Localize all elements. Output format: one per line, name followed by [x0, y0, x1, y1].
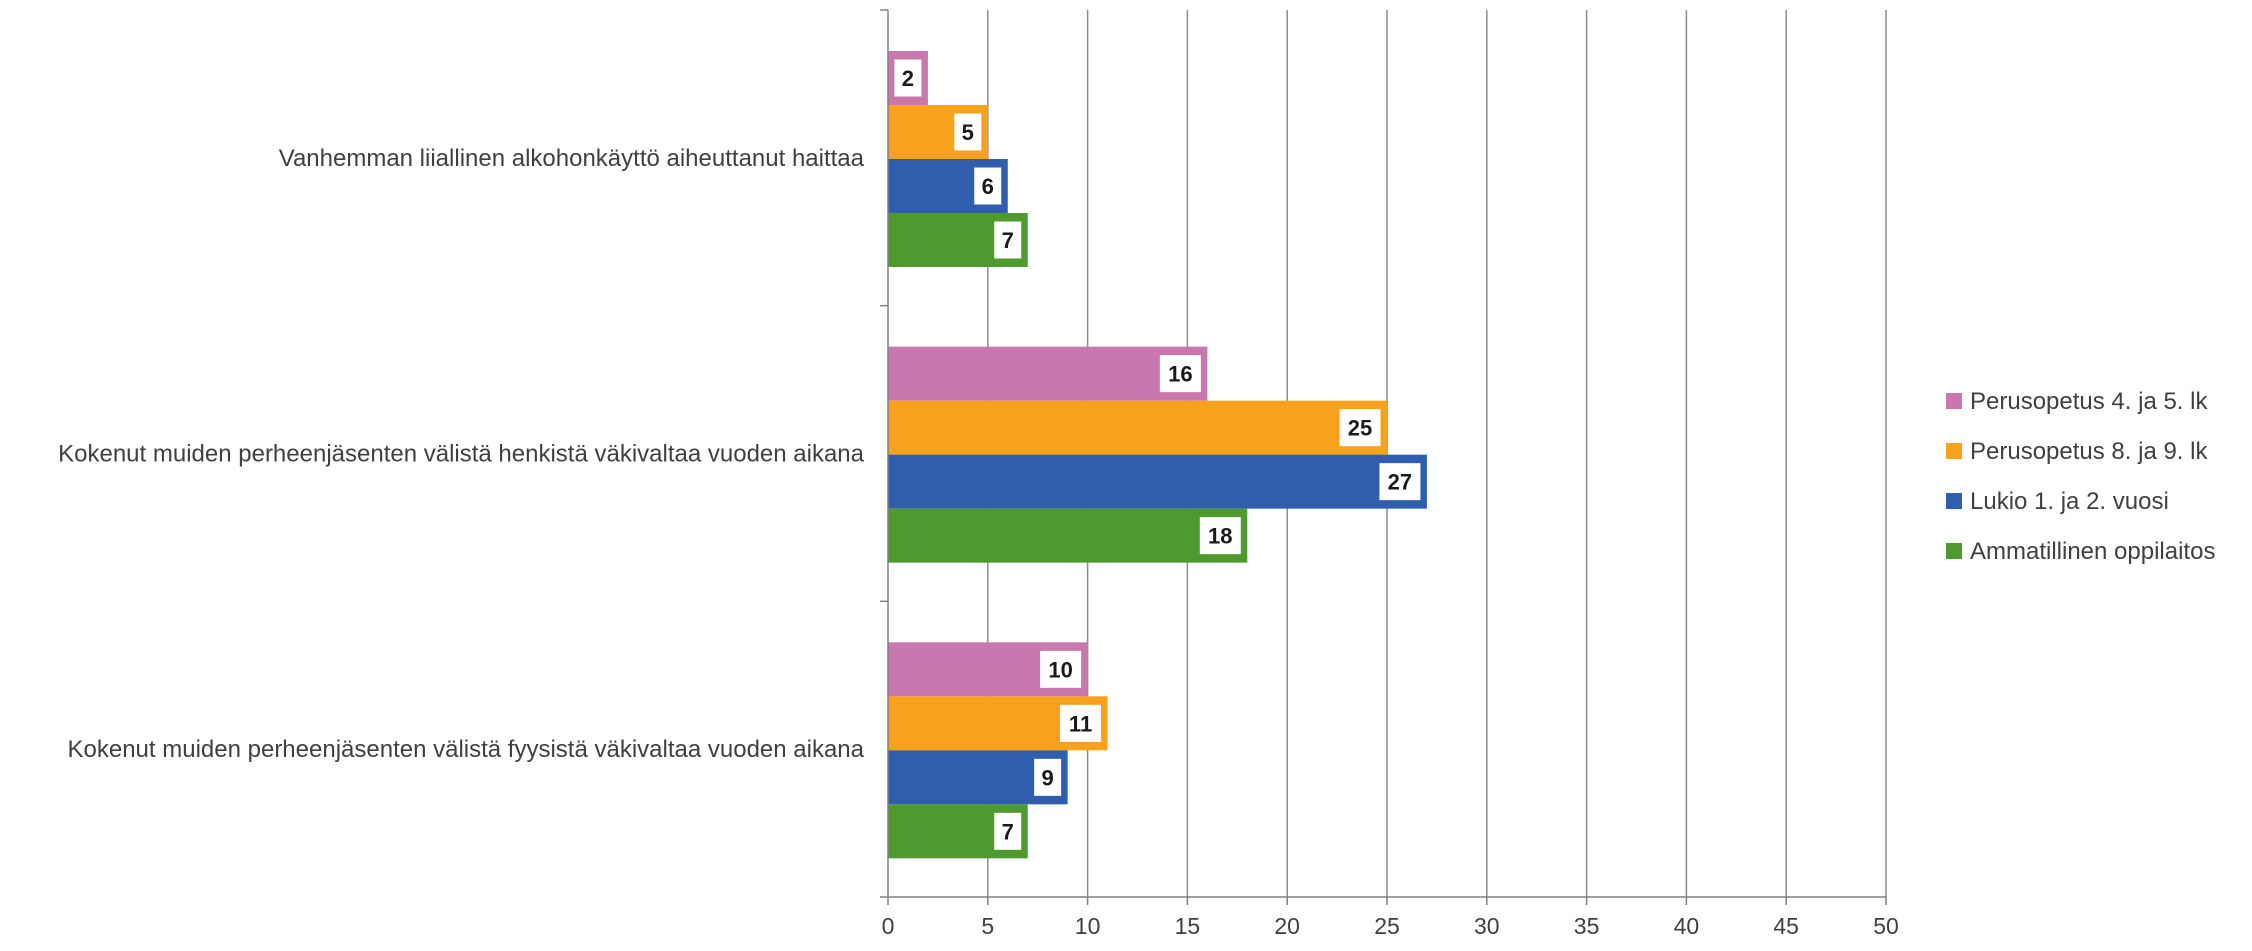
x-tick-label-50: 50	[1873, 913, 1899, 939]
x-tick-label-5: 5	[981, 913, 994, 939]
legend-swatch-ammatillinen-oppilaitos	[1946, 543, 1962, 559]
data-label-ammatillinen-oppilaitos-cat-3: 7	[1002, 819, 1014, 844]
bar-perusopetus-4-ja-5-lk-cat-2	[888, 346, 1208, 401]
x-tick-label-45: 45	[1773, 913, 1799, 939]
data-label-lukio-1-ja-2-vuosi-cat-2: 27	[1388, 470, 1412, 495]
legend-label-lukio-1-ja-2-vuosi: Lukio 1. ja 2. vuosi	[1970, 488, 2169, 515]
data-label-box-ammatillinen-oppilaitos-cat-1	[993, 220, 1023, 260]
data-label-box-perusopetus-4-ja-5-lk-cat-1	[893, 58, 923, 98]
data-label-perusopetus-4-ja-5-lk-cat-3: 10	[1048, 657, 1072, 682]
data-label-perusopetus-4-ja-5-lk-cat-1: 2	[902, 66, 914, 91]
legend-label-perusopetus-4-ja-5-lk: Perusopetus 4. ja 5. lk	[1970, 388, 2208, 415]
x-tick-label-20: 20	[1274, 913, 1300, 939]
data-label-ammatillinen-oppilaitos-cat-2: 18	[1208, 524, 1232, 549]
data-label-perusopetus-8-ja-9-lk-cat-3: 11	[1069, 711, 1092, 736]
data-label-box-perusopetus-4-ja-5-lk-cat-3	[1039, 649, 1083, 689]
data-label-lukio-1-ja-2-vuosi-cat-3: 9	[1042, 765, 1054, 790]
data-label-box-perusopetus-8-ja-9-lk-cat-2	[1338, 408, 1382, 448]
x-tick-label-15: 15	[1175, 913, 1201, 939]
data-label-box-lukio-1-ja-2-vuosi-cat-1	[973, 166, 1003, 206]
category-label-3: Kokenut muiden perheenjäsenten välistä f…	[68, 736, 865, 763]
legend-swatch-lukio-1-ja-2-vuosi	[1946, 493, 1962, 509]
x-tick-label-10: 10	[1075, 913, 1101, 939]
legend-swatch-perusopetus-8-ja-9-lk	[1946, 443, 1962, 459]
data-label-box-ammatillinen-oppilaitos-cat-3	[993, 811, 1023, 851]
data-label-box-ammatillinen-oppilaitos-cat-2	[1198, 516, 1242, 556]
data-label-perusopetus-8-ja-9-lk-cat-1: 5	[962, 120, 974, 145]
legend-label-ammatillinen-oppilaitos: Ammatillinen oppilaitos	[1970, 538, 2215, 565]
data-label-perusopetus-8-ja-9-lk-cat-2: 25	[1348, 416, 1372, 441]
data-label-box-perusopetus-4-ja-5-lk-cat-2	[1158, 354, 1202, 394]
x-tick-label-30: 30	[1474, 913, 1500, 939]
data-label-perusopetus-4-ja-5-lk-cat-2: 16	[1168, 362, 1192, 387]
bar-lukio-1-ja-2-vuosi-cat-2	[888, 454, 1427, 509]
data-label-ammatillinen-oppilaitos-cat-1: 7	[1002, 228, 1014, 253]
x-tick-label-35: 35	[1574, 913, 1600, 939]
data-label-lukio-1-ja-2-vuosi-cat-1: 6	[982, 174, 994, 199]
bars	[888, 51, 1427, 859]
x-tick-label-40: 40	[1674, 913, 1700, 939]
bar-ammatillinen-oppilaitos-cat-2	[888, 508, 1248, 563]
data-label-box-perusopetus-8-ja-9-lk-cat-3	[1059, 703, 1103, 743]
category-label-2: Kokenut muiden perheenjäsenten välistä h…	[58, 441, 865, 468]
data-label-box-perusopetus-8-ja-9-lk-cat-1	[953, 112, 983, 152]
x-tick-label-0: 0	[882, 913, 895, 939]
x-tick-labels: 0 5 10 15 20 25 30 35 40 45 50	[882, 913, 1899, 939]
category-label-1: Vanhemman liiallinen alkohonkäyttö aiheu…	[279, 145, 865, 172]
data-label-box-lukio-1-ja-2-vuosi-cat-2	[1378, 462, 1422, 502]
legend: Perusopetus 4. ja 5. lk Perusopetus 8. ja…	[1946, 388, 2215, 565]
legend-swatch-perusopetus-4-ja-5-lk	[1946, 393, 1962, 409]
category-labels: Vanhemman liiallinen alkohonkäyttö aiheu…	[58, 145, 865, 763]
x-tick-label-25: 25	[1374, 913, 1400, 939]
bar-perusopetus-8-ja-9-lk-cat-2	[888, 400, 1387, 455]
axes	[880, 9, 1887, 905]
legend-label-perusopetus-8-ja-9-lk: Perusopetus 8. ja 9. lk	[1970, 438, 2208, 465]
data-label-box-lukio-1-ja-2-vuosi-cat-3	[1033, 757, 1063, 797]
